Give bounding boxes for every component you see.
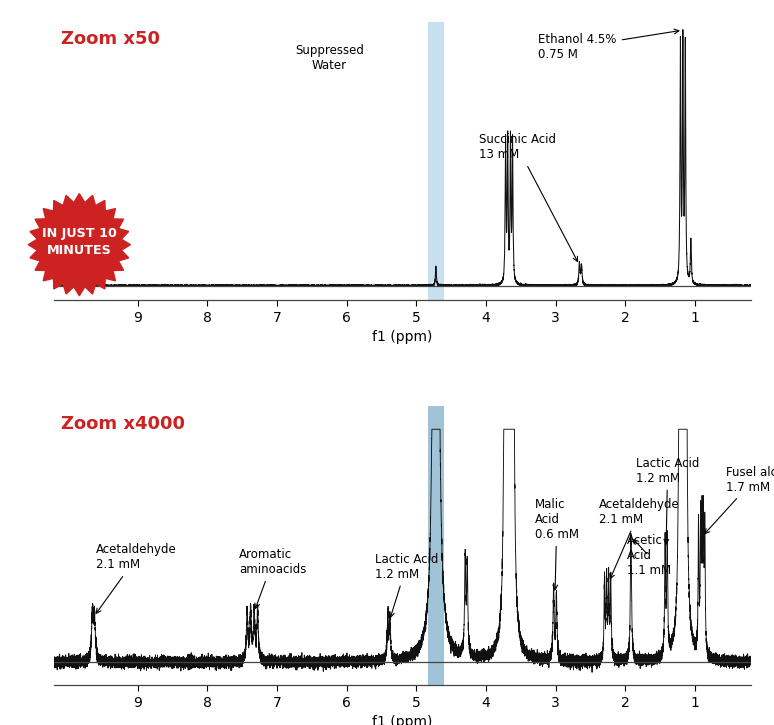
Text: Acetaldehyde
2.1 mM: Acetaldehyde 2.1 mM [599, 498, 680, 579]
Text: Succinic Acid
13 mM: Succinic Acid 13 mM [479, 133, 577, 262]
Text: Acetaldehyde
2.1 mM: Acetaldehyde 2.1 mM [96, 544, 176, 613]
Text: Ethanol 4.5%
0.75 M: Ethanol 4.5% 0.75 M [538, 29, 679, 61]
Text: Malic
Acid
0.6 mM: Malic Acid 0.6 mM [535, 498, 579, 589]
Bar [427, 407, 444, 685]
Text: Zoom x50: Zoom x50 [61, 30, 160, 48]
Text: Zoom x4000: Zoom x4000 [61, 415, 185, 433]
Text: Fusel alc.
1.7 mM: Fusel alc. 1.7 mM [704, 465, 774, 534]
Text: Suppressed
Water: Suppressed Water [295, 44, 364, 72]
Text: Lactic Acid
1.2 mM: Lactic Acid 1.2 mM [636, 457, 699, 544]
Polygon shape [29, 194, 130, 296]
Bar [427, 22, 444, 300]
Text: IN JUST 10
MINUTES: IN JUST 10 MINUTES [42, 228, 117, 257]
X-axis label: f1 (ppm): f1 (ppm) [372, 715, 433, 725]
X-axis label: f1 (ppm): f1 (ppm) [372, 331, 433, 344]
Text: Aromatic
aminoacids: Aromatic aminoacids [238, 548, 307, 608]
Text: Lactic Acid
1.2 mM: Lactic Acid 1.2 mM [375, 552, 438, 617]
Text: Acetic
Acid
1.1 mM: Acetic Acid 1.1 mM [627, 534, 671, 577]
